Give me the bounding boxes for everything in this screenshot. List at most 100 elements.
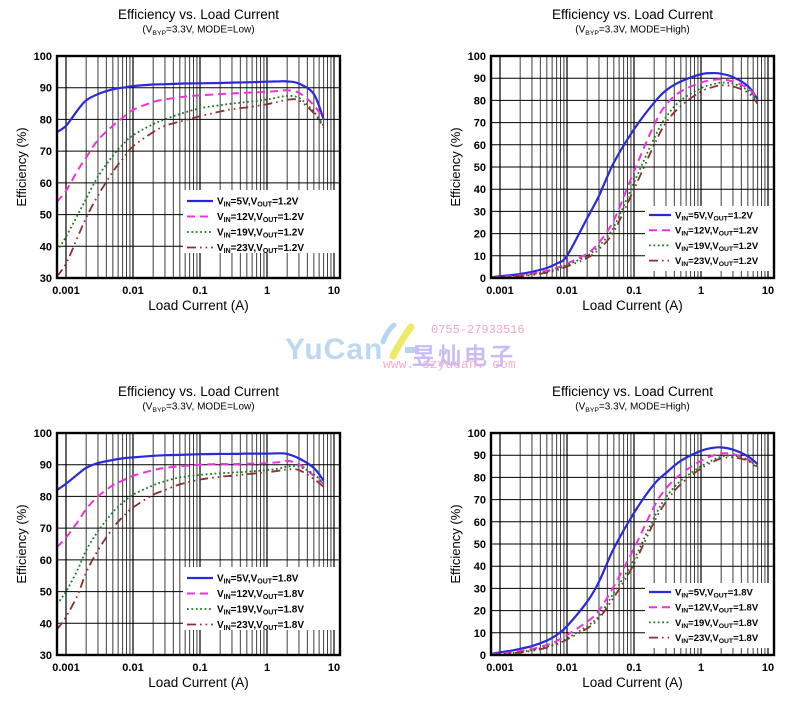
- watermark-brand-cjk: 昱灿电子: [412, 344, 516, 370]
- x-tick-label: 0.1: [626, 662, 641, 674]
- efficiency-curve-2: [490, 452, 759, 656]
- x-tick-label: 0.1: [192, 662, 207, 674]
- x-tick-label: 0.001: [486, 662, 514, 674]
- efficiency-curve-4: [490, 84, 759, 279]
- y-tick-label: 100: [468, 51, 486, 63]
- chart-title: Efficiency vs. Load Current: [552, 384, 713, 399]
- efficiency-curve-2: [490, 78, 759, 279]
- y-axis-label: Efficiency (%): [14, 504, 29, 583]
- legend: VIN=5V,VOUT=1.8V VIN=12V,VOUT=1.8V VIN=19V…: [645, 583, 774, 648]
- y-tick-label: 60: [474, 517, 486, 529]
- y-tick-label: 40: [474, 184, 486, 196]
- legend-label: VIN=19V,VOUT=1.8V: [217, 605, 304, 617]
- legend-label: VIN=5V,VOUT=1.8V: [675, 588, 754, 600]
- legend-label: VIN=5V,VOUT=1.2V: [675, 211, 754, 223]
- chart-subtitle: (VBYP=3.3V, MODE=High): [575, 25, 689, 38]
- y-tick-label: 40: [474, 561, 486, 573]
- y-tick-label: 10: [474, 251, 486, 263]
- y-tick-label: 30: [40, 273, 52, 285]
- y-tick-label: 60: [474, 140, 486, 152]
- legend-background: [645, 206, 774, 271]
- efficiency-curve-4: [490, 456, 759, 656]
- y-tick-label: 100: [34, 428, 52, 440]
- chart-subtitle: (VBYP=3.3V, MODE=Low): [142, 25, 254, 38]
- y-tick-label: 100: [468, 428, 486, 440]
- efficiency-curve-1: [56, 80, 325, 134]
- y-tick-label: 50: [474, 162, 486, 174]
- legend-label: VIN=19V,VOUT=1.8V: [675, 618, 759, 630]
- y-tick-label: 80: [40, 491, 52, 503]
- x-tick-label: 0.001: [52, 662, 80, 674]
- y-tick-label: 90: [40, 83, 52, 95]
- efficiency-curve-3: [56, 465, 325, 605]
- legend: VIN=5V,VOUT=1.2V VIN=12V,VOUT=1.2V VIN=19V…: [183, 190, 339, 255]
- y-tick-label: 20: [474, 606, 486, 618]
- y-tick-label: 0: [480, 273, 486, 285]
- chart-efficiency-mode-high-vout-1v8: VIN=5V,VOUT=1.8V VIN=12V,VOUT=1.8V VIN=19V…: [448, 384, 776, 690]
- x-tick-label: 10: [328, 285, 340, 297]
- y-tick-label: 90: [474, 450, 486, 462]
- legend-label: VIN=12V,VOUT=1.2V: [675, 226, 759, 238]
- efficiency-curve-4: [56, 468, 325, 631]
- x-tick-label: 0.01: [556, 662, 577, 674]
- x-tick-label: 0.01: [122, 662, 143, 674]
- y-tick-label: 60: [40, 178, 52, 190]
- y-tick-label: 50: [40, 210, 52, 222]
- y-axis-label: Efficiency (%): [448, 127, 463, 206]
- legend-label: VIN=5V,VOUT=1.8V: [217, 574, 299, 586]
- x-axis-label: Load Current (A): [582, 298, 683, 313]
- x-tick-label: 1: [698, 662, 704, 674]
- y-tick-label: 60: [40, 555, 52, 567]
- legend: VIN=5V,VOUT=1.8V VIN=12V,VOUT=1.8V VIN=19V…: [183, 567, 339, 632]
- y-tick-label: 0: [480, 650, 486, 662]
- y-tick-label: 70: [40, 146, 52, 158]
- y-tick-label: 50: [474, 539, 486, 551]
- plot-border: [55, 431, 342, 657]
- efficiency-curve-2: [56, 89, 325, 203]
- legend-label: VIN=23V,VOUT=1.2V: [217, 243, 304, 255]
- x-tick-label: 10: [328, 662, 340, 674]
- efficiency-curve-3: [490, 81, 759, 279]
- efficiency-curve-1: [56, 452, 325, 492]
- curves: [56, 452, 325, 631]
- legend-label: VIN=19V,VOUT=1.2V: [217, 228, 304, 240]
- plot-border: [489, 54, 776, 280]
- legend-label: VIN=12V,VOUT=1.8V: [217, 589, 304, 601]
- chart-efficiency-mode-low-vout-1v2: VIN=5V,VOUT=1.2V VIN=12V,VOUT=1.2V VIN=19V…: [14, 7, 342, 313]
- x-tick-label: 0.1: [192, 285, 207, 297]
- efficiency-curve-3: [490, 454, 759, 656]
- chart-efficiency-mode-high-vout-1v2: VIN=5V,VOUT=1.2V VIN=12V,VOUT=1.2V VIN=19V…: [448, 7, 776, 313]
- x-tick-label: 1: [264, 662, 270, 674]
- y-tick-label: 40: [40, 241, 52, 253]
- legend: VIN=5V,VOUT=1.2V VIN=12V,VOUT=1.2V VIN=19V…: [645, 206, 774, 271]
- y-tick-label: 70: [40, 523, 52, 535]
- y-tick-label: 90: [40, 460, 52, 472]
- efficiency-curve-1: [490, 446, 759, 655]
- x-tick-label: 0.01: [556, 285, 577, 297]
- y-tick-label: 50: [40, 587, 52, 599]
- y-tick-label: 70: [474, 118, 486, 130]
- x-tick-label: 0.01: [122, 285, 143, 297]
- x-tick-label: 1: [264, 285, 270, 297]
- plot-border: [489, 431, 776, 657]
- x-tick-label: 0.001: [486, 285, 514, 297]
- legend-label: VIN=23V,VOUT=1.8V: [217, 620, 304, 632]
- chart-title: Efficiency vs. Load Current: [118, 7, 279, 22]
- legend-label: VIN=12V,VOUT=1.2V: [217, 212, 304, 224]
- efficiency-curve-1: [490, 71, 759, 279]
- y-tick-label: 10: [474, 628, 486, 640]
- x-axis-label: Load Current (A): [582, 675, 683, 690]
- x-tick-label: 0.1: [626, 285, 641, 297]
- x-tick-label: 10: [762, 662, 774, 674]
- curves: [490, 71, 759, 279]
- chart-title: Efficiency vs. Load Current: [552, 7, 713, 22]
- y-tick-label: 30: [474, 206, 486, 218]
- y-tick-label: 90: [474, 73, 486, 85]
- plot-border: [55, 54, 342, 280]
- y-tick-label: 80: [474, 95, 486, 107]
- y-tick-label: 30: [474, 583, 486, 595]
- y-tick-label: 30: [40, 650, 52, 662]
- chart-subtitle: (VBYP=3.3V, MODE=High): [575, 402, 689, 415]
- legend-label: VIN=19V,VOUT=1.2V: [675, 241, 759, 253]
